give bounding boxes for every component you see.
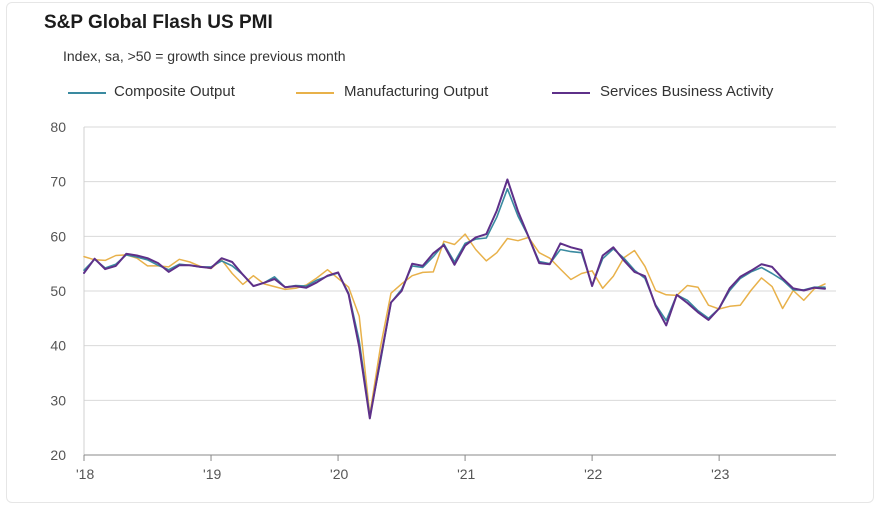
legend-swatch-services bbox=[552, 92, 590, 94]
legend-label-manufacturing: Manufacturing Output bbox=[344, 83, 489, 100]
series-line-services-business-activity bbox=[83, 178, 826, 420]
y-tick-label-30: 30 bbox=[50, 392, 66, 408]
x-tick-label-2021: '21 bbox=[457, 466, 475, 482]
x-tick-label-2020: '20 bbox=[330, 466, 348, 482]
legend-label-composite: Composite Output bbox=[114, 83, 235, 100]
chart-subtitle: Index, sa, >50 = growth since previous m… bbox=[63, 48, 346, 64]
y-tick-label-40: 40 bbox=[50, 338, 66, 354]
legend-swatch-composite bbox=[68, 92, 106, 94]
y-tick-label-70: 70 bbox=[50, 174, 66, 190]
legend-swatch-manufacturing bbox=[296, 92, 334, 94]
legend-label-services: Services Business Activity bbox=[600, 83, 774, 100]
x-tick-label-2023: '23 bbox=[711, 466, 729, 482]
series-line-composite-output bbox=[83, 188, 826, 418]
x-tick-label-2022: '22 bbox=[584, 466, 602, 482]
chart-title: S&P Global Flash US PMI bbox=[44, 12, 273, 33]
y-tick-label-20: 20 bbox=[50, 447, 66, 463]
x-tick-label-2019: '19 bbox=[203, 466, 221, 482]
y-tick-label-60: 60 bbox=[50, 228, 66, 244]
y-tick-label-50: 50 bbox=[50, 283, 66, 299]
x-tick-label-2018: '18 bbox=[76, 466, 94, 482]
y-tick-label-80: 80 bbox=[50, 119, 66, 135]
